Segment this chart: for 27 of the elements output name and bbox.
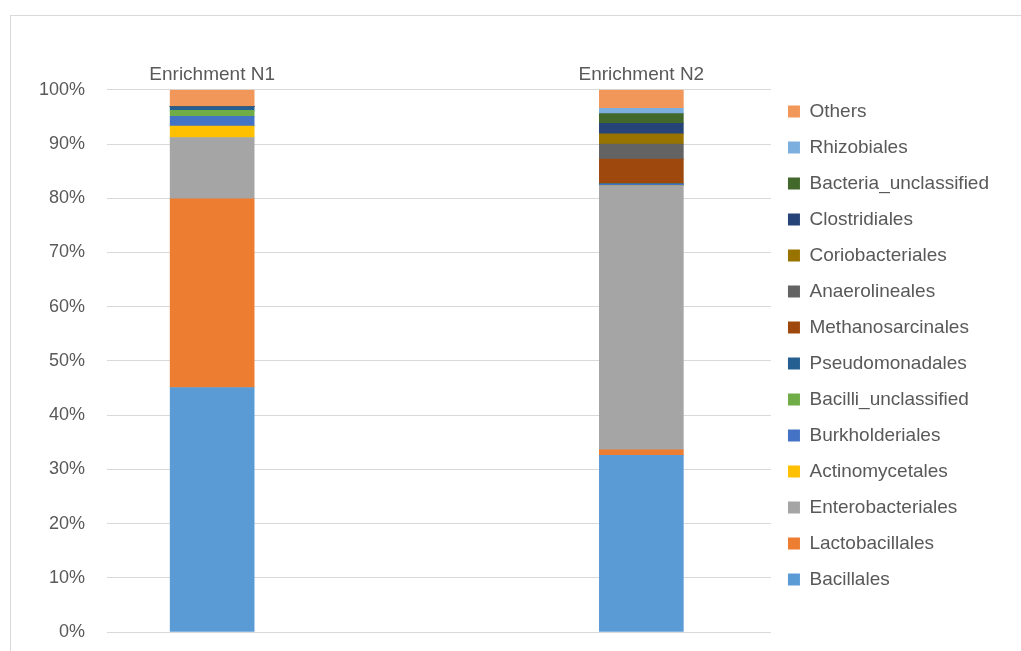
legend-label: Bacillales <box>809 567 890 589</box>
y-tick-label: 20% <box>48 512 85 533</box>
y-tick-label: 90% <box>48 132 85 153</box>
x-tick-label: Enrichment N1 <box>149 62 275 84</box>
y-tick-label: 30% <box>48 458 85 479</box>
legend-label: Clostridiales <box>809 207 913 229</box>
y-tick-label: 0% <box>58 620 85 641</box>
legend-label: Others <box>809 99 867 121</box>
legend-label: Burkholderiales <box>809 423 941 445</box>
legend-label: Coriobacteriales <box>809 243 947 265</box>
legend-label: Bacilli_unclassified <box>809 387 969 410</box>
y-tick-label: 40% <box>48 404 85 425</box>
y-tick-label: 50% <box>48 349 85 370</box>
legend-label: Enterobacteriales <box>809 495 958 517</box>
legend-label: Actinomycetales <box>809 459 948 481</box>
y-tick-label: 80% <box>48 187 85 208</box>
legend-label: Bacteria_unclassified <box>809 171 989 194</box>
legend-label: Rhizobiales <box>809 135 908 157</box>
y-tick-label: 10% <box>48 566 85 587</box>
y-tick-label: 70% <box>48 241 85 262</box>
y-tick-label: 100% <box>38 78 85 99</box>
y-tick-label: 60% <box>48 295 85 316</box>
legend-label: Lactobacillales <box>809 531 935 553</box>
legend-label: Anaerolineales <box>809 279 936 301</box>
legend-label: Pseudomonadales <box>809 351 967 373</box>
legend-label: Methanosarcinales <box>809 315 969 337</box>
x-tick-label: Enrichment N2 <box>578 62 705 84</box>
